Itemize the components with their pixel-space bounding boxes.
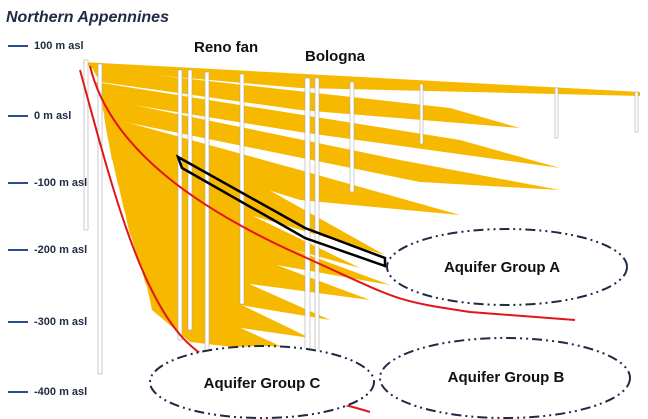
borehole <box>314 77 320 359</box>
aquifer-label: Aquifer Group C <box>204 375 321 392</box>
borehole <box>177 69 183 341</box>
boreholes <box>83 59 639 375</box>
place-label: Reno fan <box>194 39 258 56</box>
borehole <box>554 87 559 139</box>
borehole <box>634 91 639 133</box>
layer <box>82 62 640 96</box>
aquifer-ellipse <box>149 345 375 419</box>
aquifer-ellipse <box>386 228 628 306</box>
layer <box>146 282 300 355</box>
depth-label: -100 m asl <box>34 177 87 189</box>
borehole <box>304 77 311 369</box>
borehole <box>204 71 210 353</box>
place-label: Bologna <box>305 48 366 65</box>
depth-label: -400 m asl <box>34 386 87 398</box>
depth-label: 100 m asl <box>34 40 84 52</box>
borehole <box>419 83 424 145</box>
boundary-line <box>89 65 576 321</box>
highlight-body <box>175 154 387 268</box>
depth-axis <box>8 45 28 393</box>
depth-label: -300 m asl <box>34 316 87 328</box>
depth-label: -200 m asl <box>34 244 87 256</box>
borehole <box>239 73 245 305</box>
aquifer-ellipse <box>379 337 631 419</box>
title: Northern Appennines <box>6 9 169 26</box>
borehole <box>187 69 193 331</box>
layer <box>112 158 360 268</box>
depth-label: 0 m asl <box>34 110 71 122</box>
aquifer-label: Aquifer Group B <box>448 369 565 386</box>
borehole <box>83 59 89 231</box>
aquifer-label: Aquifer Group A <box>444 259 560 276</box>
layer <box>104 116 460 215</box>
layer <box>96 82 560 168</box>
borehole <box>97 63 103 375</box>
borehole <box>349 81 355 193</box>
